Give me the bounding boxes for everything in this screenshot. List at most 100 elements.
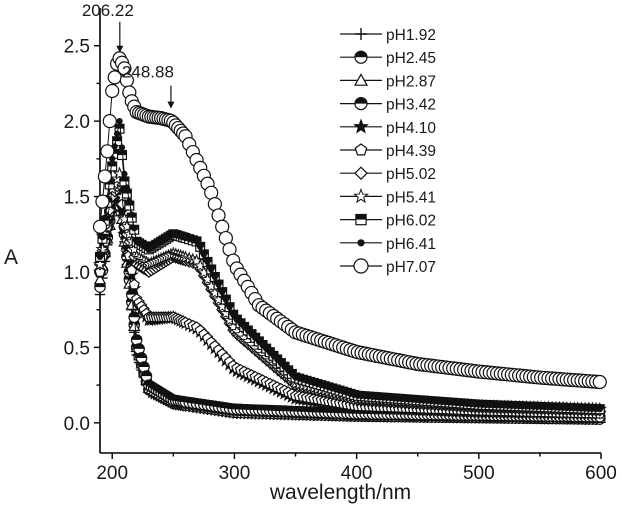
legend-marker bbox=[353, 258, 369, 274]
data-point bbox=[226, 304, 233, 311]
legend-entry: pH1.92 bbox=[340, 27, 436, 44]
legend: pH1.92 pH2.45 pH2.87 pH3.42 pH4.10 pH4.39 pH5.… bbox=[340, 27, 436, 276]
data-point bbox=[95, 241, 110, 256]
legend-label: pH5.02 bbox=[386, 166, 436, 183]
data-point bbox=[93, 273, 107, 285]
x-axis-title: wavelength/nm bbox=[269, 481, 411, 504]
legend-entry: pH4.39 bbox=[340, 143, 436, 160]
legend-entry: pH3.42 bbox=[340, 97, 436, 114]
legend-entry: pH4.10 bbox=[340, 118, 436, 137]
data-point bbox=[100, 144, 115, 159]
legend-label: pH2.87 bbox=[386, 73, 436, 90]
y-tick-label: 1.0 bbox=[64, 263, 90, 284]
legend-label: pH2.45 bbox=[386, 50, 436, 67]
legend-marker bbox=[354, 166, 368, 181]
legend-entry: pH2.87 bbox=[340, 73, 436, 90]
data-point bbox=[211, 273, 218, 281]
legend-entry: pH5.02 bbox=[340, 166, 436, 183]
series-line bbox=[99, 188, 600, 421]
data-point bbox=[116, 118, 123, 125]
legend-label: pH5.41 bbox=[386, 189, 436, 206]
legend-marker bbox=[354, 143, 368, 156]
data-point bbox=[92, 219, 108, 234]
data-point bbox=[130, 334, 143, 346]
legend-label: pH3.42 bbox=[386, 97, 436, 114]
data-point bbox=[102, 114, 117, 129]
legend-entry: pH5.41 bbox=[340, 188, 436, 206]
data-point bbox=[128, 278, 140, 290]
legend-marker bbox=[357, 239, 365, 247]
x-tick-label: 500 bbox=[463, 463, 495, 484]
series-line bbox=[99, 181, 600, 420]
data-point bbox=[128, 211, 135, 218]
y-tick-label: 2.5 bbox=[64, 37, 90, 58]
data-point bbox=[197, 243, 204, 250]
data-point bbox=[219, 288, 226, 296]
data-point bbox=[95, 194, 110, 209]
series-pH6.41 bbox=[96, 118, 603, 413]
annotation-arrowhead bbox=[116, 45, 124, 53]
legend-label: pH1.92 bbox=[386, 27, 436, 44]
data-point bbox=[113, 130, 121, 137]
data-point bbox=[101, 214, 109, 221]
legend-marker bbox=[353, 118, 369, 134]
data-point bbox=[128, 311, 141, 324]
legend-label: pH7.07 bbox=[386, 259, 436, 276]
legend-marker bbox=[353, 188, 369, 204]
series-line bbox=[99, 121, 600, 410]
legend-entry: pH2.45 bbox=[340, 50, 436, 67]
y-axis-title: A bbox=[4, 246, 18, 269]
data-point bbox=[596, 406, 603, 413]
legend-entry: pH7.07 bbox=[340, 258, 436, 276]
series-line bbox=[99, 57, 600, 383]
data-point bbox=[123, 184, 131, 191]
data-point bbox=[126, 197, 133, 205]
legend-marker bbox=[353, 73, 369, 86]
series-pH3.42 bbox=[94, 175, 606, 423]
annotation-label: 206.22 bbox=[82, 1, 134, 20]
y-tick-label: 1.5 bbox=[64, 188, 90, 209]
legend-label: pH4.10 bbox=[386, 120, 436, 137]
data-point bbox=[131, 225, 138, 232]
legend-entry: pH6.41 bbox=[340, 236, 436, 253]
data-point bbox=[96, 253, 104, 261]
annotation-arrowhead bbox=[167, 101, 175, 109]
x-tick-label: 400 bbox=[341, 463, 373, 484]
data-point bbox=[222, 296, 229, 303]
series-pH2.45 bbox=[94, 175, 606, 425]
data-point bbox=[118, 144, 126, 151]
data-point bbox=[97, 169, 112, 184]
legend-marker bbox=[355, 28, 367, 40]
data-point bbox=[193, 238, 200, 245]
series-pH7.07 bbox=[92, 51, 607, 390]
legend-label: pH6.41 bbox=[386, 236, 436, 253]
annotation-label: 248.88 bbox=[122, 63, 174, 82]
annotations: 206.22 248.88 bbox=[82, 1, 175, 109]
data-point bbox=[107, 161, 118, 172]
x-tick-label: 200 bbox=[96, 463, 128, 484]
data-point bbox=[99, 234, 106, 241]
data-point bbox=[215, 281, 222, 288]
x-tick-label: 300 bbox=[219, 463, 251, 484]
y-tick-label: 2.0 bbox=[64, 112, 90, 133]
legend-label: pH4.39 bbox=[386, 143, 436, 160]
data-point bbox=[127, 319, 141, 332]
legend-marker bbox=[354, 50, 368, 64]
legend-label: pH6.02 bbox=[386, 213, 436, 230]
x-tick-label: 600 bbox=[585, 463, 617, 484]
y-tick-label: 0.5 bbox=[64, 338, 90, 359]
data-point bbox=[592, 374, 607, 390]
legend-entry: pH6.02 bbox=[340, 213, 436, 230]
data-point bbox=[92, 257, 108, 271]
data-point bbox=[121, 170, 128, 178]
legend-marker bbox=[354, 96, 368, 111]
plot-area bbox=[92, 51, 607, 425]
legend-marker bbox=[355, 213, 367, 226]
data-point bbox=[230, 311, 237, 318]
y-tick-label: 0.0 bbox=[64, 414, 90, 435]
data-point bbox=[105, 83, 120, 99]
data-point bbox=[208, 266, 215, 273]
axes: 200 300 400 500 600 0.0 0.5 1.0 1.5 2.0 2.5 wavelen… bbox=[4, 8, 617, 504]
data-point bbox=[200, 251, 207, 258]
